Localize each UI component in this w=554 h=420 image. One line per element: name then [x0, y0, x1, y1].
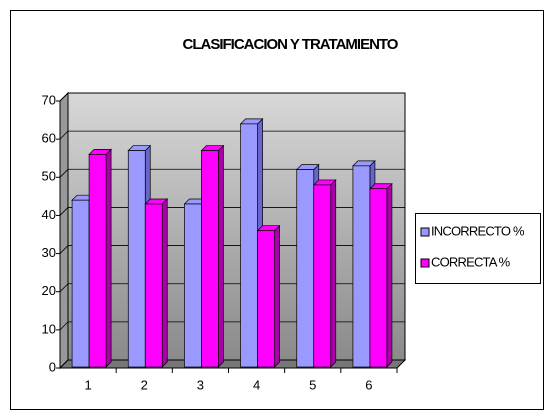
bar	[127, 150, 146, 368]
x-tick-label: 6	[365, 377, 372, 392]
y-tick-label: 10	[42, 321, 56, 336]
y-tick-label: 40	[42, 207, 56, 222]
grid-line	[59, 207, 405, 216]
bar	[201, 150, 219, 368]
bar	[313, 184, 332, 368]
legend-label: CORRECTA %	[431, 254, 511, 269]
bar-side	[161, 198, 168, 368]
legend-label: INCORRECTO %	[431, 223, 525, 238]
y-tick-label: 0	[49, 359, 56, 374]
bar-side	[218, 144, 224, 368]
bar	[88, 154, 107, 368]
y-tick-label: 70	[42, 92, 56, 107]
bar	[184, 203, 202, 368]
x-tick-label: 2	[141, 377, 148, 392]
x-tick-label: 5	[309, 377, 316, 392]
y-tick-label: 20	[42, 283, 56, 298]
legend-key	[420, 258, 430, 268]
legend-key	[420, 227, 430, 237]
bar	[352, 165, 371, 368]
bar-side	[105, 148, 112, 368]
y-tick-label: 50	[42, 169, 56, 184]
chart-title: CLASIFICACION Y TRATAMIENTO	[183, 36, 399, 53]
grid-line	[59, 168, 405, 178]
grid-line	[59, 321, 405, 331]
y-tick-label: 60	[42, 131, 56, 146]
bar-side	[274, 224, 280, 368]
bar-side	[330, 179, 337, 368]
bar	[369, 188, 388, 368]
y-tick-label: 30	[42, 245, 56, 260]
grid-line	[59, 92, 405, 102]
x-tick-label: 1	[84, 377, 91, 392]
bar-side	[386, 182, 393, 368]
x-tick-label: 3	[197, 377, 204, 392]
legend-box	[415, 213, 541, 284]
grid-line	[59, 130, 405, 140]
grid-line	[59, 245, 405, 254]
side-wall	[59, 91, 69, 370]
bar	[257, 230, 275, 368]
x-tick-label: 4	[253, 377, 260, 392]
bar	[71, 199, 90, 368]
bar	[240, 123, 258, 368]
bar	[144, 203, 163, 368]
grid-line	[59, 359, 405, 369]
bar	[296, 169, 315, 368]
grid-line	[59, 283, 405, 292]
